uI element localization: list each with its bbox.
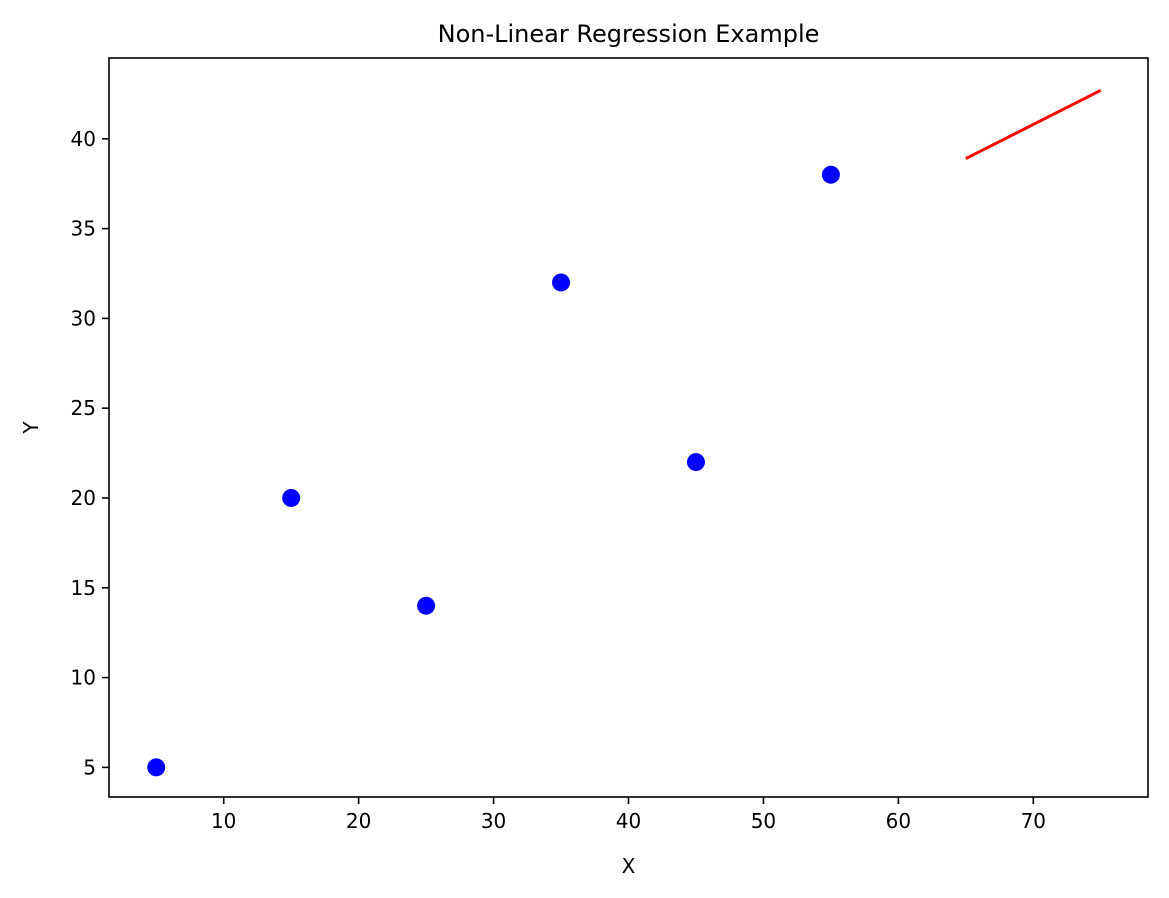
y-tick-label: 15	[71, 576, 96, 600]
plot-marks	[147, 88, 1102, 777]
x-axis-label: X	[622, 854, 636, 878]
scatter-point-2	[417, 596, 436, 615]
x-tick-label: 20	[346, 809, 371, 833]
scatter-point-3	[552, 273, 571, 292]
x-tick-label: 60	[886, 809, 911, 833]
plot-frame	[108, 57, 1149, 798]
x-tick-label: 50	[751, 809, 776, 833]
x-tick-label: 40	[616, 809, 641, 833]
scatter-point-5	[821, 165, 840, 184]
scatter-point-0	[147, 758, 166, 777]
y-axis: 5 10 15 20 25 30 35 40	[71, 127, 109, 779]
chart-title: Non-Linear Regression Example	[438, 20, 820, 48]
x-tick-label: 10	[211, 809, 236, 833]
y-tick-label: 5	[83, 755, 96, 779]
x-axis: 10 20 30 40 50 60 70	[211, 797, 1046, 833]
y-tick-label: 20	[71, 486, 96, 510]
y-tick-label: 40	[71, 127, 96, 151]
y-tick-label: 25	[71, 396, 96, 420]
y-tick-label: 30	[71, 306, 96, 330]
x-tick-label: 30	[481, 809, 506, 833]
y-axis-label: Y	[19, 421, 43, 435]
scatter-point-4	[686, 453, 705, 472]
y-tick-label: 35	[71, 217, 96, 241]
x-tick-label: 70	[1021, 809, 1046, 833]
y-tick-label: 10	[71, 666, 96, 690]
scatter-point-1	[282, 488, 301, 507]
regression-line	[965, 88, 1102, 160]
